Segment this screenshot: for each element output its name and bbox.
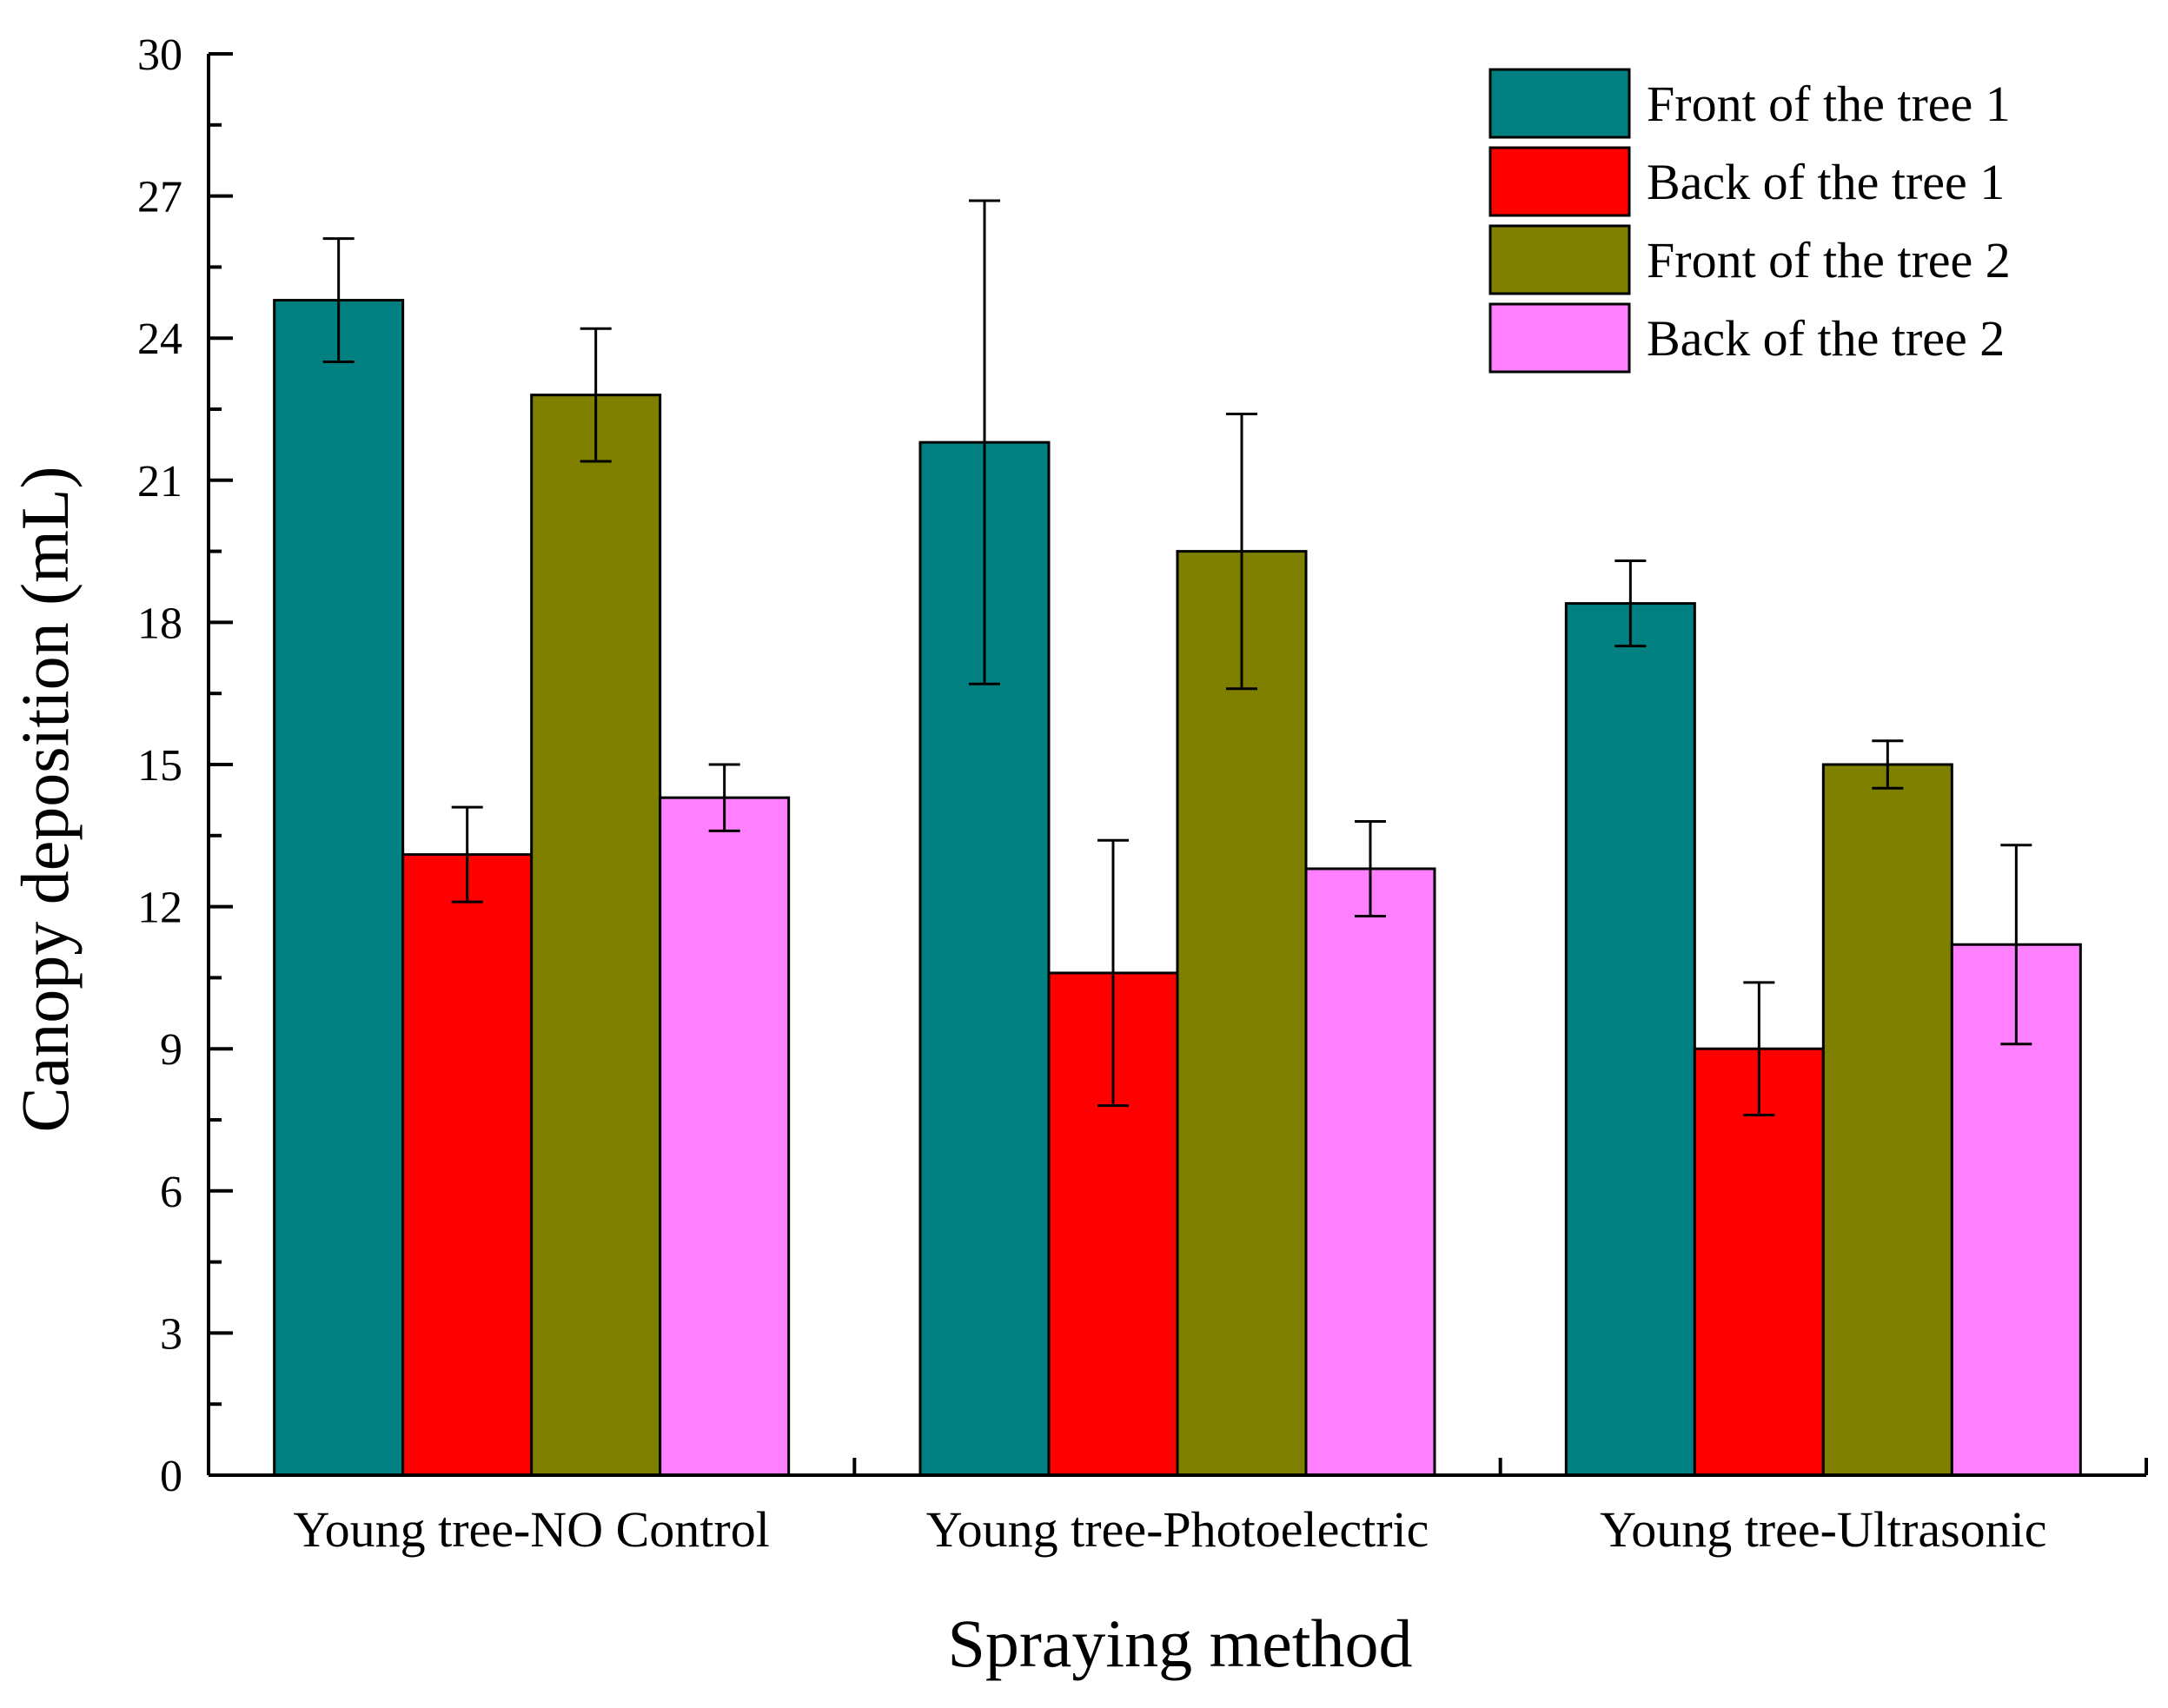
x-category-label: Young tree-Photoelectric [926,1501,1429,1558]
legend-item: Back of the tree 1 [1488,146,2005,217]
y-tick-label: 15 [137,741,182,791]
y-tick-label: 3 [160,1309,182,1359]
legend-label: Front of the tree 2 [1647,232,2011,288]
x-category-label: Young tree-NO Control [294,1501,770,1558]
error-bar-front-of-the-tree-2-3 [1872,739,1904,790]
bars-layer [273,299,2082,1477]
y-tick-label: 24 [137,314,182,364]
legend: Front of the tree 1 Back of the tree 1 Fro… [1488,68,2011,374]
bar-front-of-the-tree-1-3 [1564,602,1696,1477]
y-tick-label: 9 [160,1025,182,1075]
error-bar-back-of-the-tree-2-2 [1355,819,1386,918]
legend-label: Front of the tree 1 [1647,76,2011,132]
legend-label: Back of the tree 2 [1647,310,2005,367]
error-bar-back-of-the-tree-2-1 [708,763,740,832]
bar-front-of-the-tree-2-2 [1176,550,1308,1477]
error-bar-back-of-the-tree-1-2 [1097,838,1129,1108]
bar-back-of-the-tree-2-1 [659,796,791,1477]
y-tick-label: 27 [137,173,182,222]
error-bar-front-of-the-tree-2-1 [580,327,612,463]
legend-item: Back of the tree 2 [1488,302,2005,374]
y-tick-label: 21 [137,457,182,506]
legend-swatch [1488,68,1631,139]
y-tick-label: 18 [137,599,182,648]
bar-back-of-the-tree-1-1 [401,853,534,1477]
error-bar-back-of-the-tree-1-1 [451,805,483,904]
legend-swatch [1488,224,1631,295]
x-axis-title: Spraying method [947,1605,1412,1681]
y-tick-label: 12 [137,884,182,933]
x-category-label: Young tree-Ultrasonic [1600,1501,2046,1558]
error-bar-front-of-the-tree-1-3 [1614,559,1647,648]
error-bar-front-of-the-tree-1-2 [969,199,1000,685]
legend-swatch [1488,146,1631,217]
error-bar-front-of-the-tree-2-2 [1226,412,1257,691]
legend-item: Front of the tree 2 [1488,224,2011,295]
y-tick-label: 30 [137,30,182,80]
y-axis-title: Canopy deposition (mL) [7,467,83,1133]
bar-front-of-the-tree-1-1 [273,299,405,1477]
bar-front-of-the-tree-2-1 [530,394,662,1477]
legend-swatch [1488,302,1631,374]
ticks-layer: 0 3 6 9 12 15 18 21 24 27 30 Young tree-NO Control Y… [137,30,2148,1558]
legend-item: Front of the tree 1 [1488,68,2011,139]
error-bar-front-of-the-tree-1-1 [322,237,355,363]
legend-label: Back of the tree 1 [1647,154,2005,210]
error-bars-layer [322,199,2032,1117]
y-tick-label: 6 [160,1168,182,1217]
y-tick-label: 0 [160,1452,182,1501]
bar-front-of-the-tree-2-3 [1821,763,1953,1477]
error-bar-back-of-the-tree-1-3 [1743,981,1775,1117]
bar-back-of-the-tree-2-2 [1304,867,1436,1477]
error-bar-back-of-the-tree-2-3 [2000,844,2032,1046]
